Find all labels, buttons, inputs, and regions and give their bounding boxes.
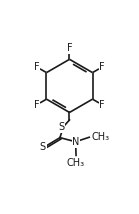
Text: CH₃: CH₃ xyxy=(67,158,85,168)
Text: N: N xyxy=(72,137,80,147)
Text: F: F xyxy=(67,43,72,54)
Text: F: F xyxy=(99,100,105,110)
Text: CH₃: CH₃ xyxy=(91,132,109,142)
Text: S: S xyxy=(58,122,64,132)
Text: F: F xyxy=(34,100,40,110)
Text: F: F xyxy=(34,62,40,72)
Text: F: F xyxy=(99,62,105,72)
Text: S: S xyxy=(40,142,46,152)
